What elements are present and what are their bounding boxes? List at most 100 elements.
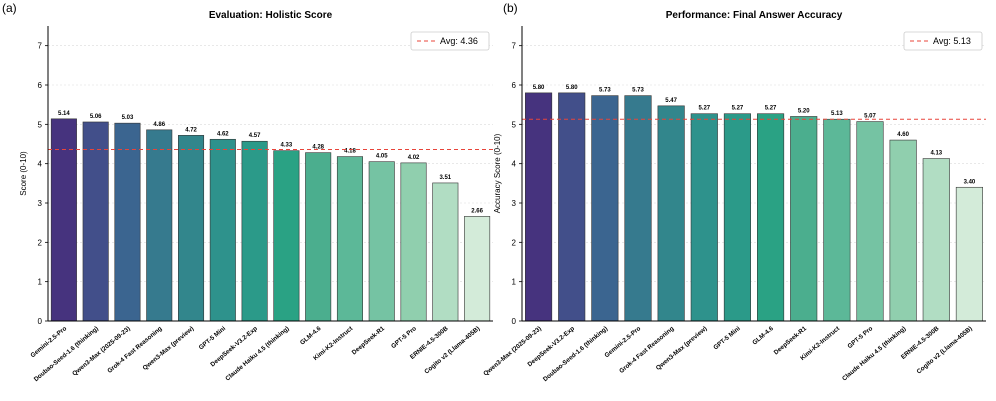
y-tick-label: 3: [38, 199, 43, 208]
bar: [955, 186, 983, 322]
bar: [400, 162, 427, 322]
x-tick-label: GPT-5 Pro: [390, 325, 418, 350]
bar-value-label: 3.51: [439, 175, 451, 181]
bar-value-label: 5.73: [632, 88, 644, 94]
bar-value-label: 3.40: [964, 179, 976, 185]
bar-value-label: 5.20: [798, 108, 810, 114]
y-axis-label: Accuracy Score (0-10): [493, 133, 502, 213]
x-tick-label: Qwen3-Max (2025-09-23): [482, 325, 543, 377]
bar: [922, 158, 950, 322]
bar: [305, 152, 332, 322]
x-tick-label: GPT-5 Mini: [198, 325, 228, 351]
bar-value-label: 5.80: [533, 85, 545, 91]
bar: [368, 161, 395, 322]
y-tick-label: 7: [38, 42, 43, 51]
bar-value-label: 5.14: [58, 111, 70, 117]
y-tick-label: 1: [38, 278, 43, 287]
x-tick-label: Cogito v2 (Llama-405B): [423, 325, 481, 375]
y-tick-label: 7: [512, 42, 517, 51]
y-tick-label: 6: [512, 81, 517, 90]
x-tick-label: GLM-4.6: [751, 325, 775, 347]
y-tick-label: 5: [512, 120, 517, 129]
bar: [757, 113, 785, 322]
bar-value-label: 5.47: [665, 98, 677, 104]
bar: [209, 138, 236, 322]
bar: [146, 129, 173, 322]
y-tick-label: 1: [512, 278, 517, 287]
bar-value-label: 5.80: [566, 85, 578, 91]
bar-value-label: 5.03: [122, 115, 134, 121]
panel-label: (a): [2, 1, 17, 15]
bar: [624, 95, 652, 322]
legend-label: Avg: 5.13: [933, 36, 971, 46]
bar-value-label: 4.33: [281, 143, 293, 149]
bar-value-label: 4.13: [930, 151, 942, 157]
x-tick-label: Doubao-Seed-1.6 (thinking): [542, 325, 609, 383]
bar: [50, 118, 77, 322]
bar-value-label: 5.27: [698, 106, 710, 112]
bar: [723, 113, 751, 322]
bar-value-label: 5.27: [732, 106, 744, 112]
bar: [336, 156, 363, 322]
chart-title: Performance: Final Answer Accuracy: [666, 10, 843, 21]
bar: [558, 92, 586, 322]
y-tick-label: 2: [512, 238, 517, 247]
y-tick-label: 4: [38, 160, 43, 169]
bar-value-label: 5.73: [599, 88, 611, 94]
x-tick-label: DeepSeek-R1: [773, 325, 809, 357]
bar: [114, 122, 141, 322]
bar: [525, 92, 553, 322]
x-tick-label: Grok-4 Fast Reasoning: [618, 325, 675, 375]
x-tick-label: Qwen3-Max (2025-09-23): [71, 325, 132, 377]
y-tick-label: 3: [512, 199, 517, 208]
bar: [591, 95, 619, 322]
legend-label: Avg: 4.36: [440, 36, 478, 46]
bar-value-label: 4.60: [897, 132, 909, 138]
bar: [273, 150, 300, 322]
x-tick-label: Grok-4 Fast Reasoning: [106, 325, 163, 375]
bar: [241, 140, 268, 322]
bar: [856, 121, 884, 322]
y-tick-label: 0: [512, 317, 517, 326]
x-tick-label: Cogito v2 (Llama-405B): [916, 325, 974, 375]
x-tick-label: GPT-5 Pro: [846, 325, 874, 350]
bar: [790, 116, 818, 322]
bar-value-label: 4.18: [344, 149, 356, 155]
bar: [690, 113, 718, 322]
bar: [464, 216, 491, 322]
bar-value-label: 4.28: [312, 145, 324, 151]
y-axis-label: Score (0-10): [19, 151, 28, 196]
bar: [889, 139, 917, 322]
bar: [432, 182, 459, 322]
bar-value-label: 4.72: [185, 127, 197, 133]
x-tick-label: Doubao-Seed-1.6 (thinking): [33, 325, 100, 383]
bar-value-label: 2.66: [471, 208, 483, 214]
bar-value-label: 4.57: [249, 133, 261, 139]
x-tick-label: GLM-4.6: [299, 325, 323, 347]
y-tick-label: 4: [512, 160, 517, 169]
x-tick-label: Claude Haiku 4.5 (thinking): [224, 325, 290, 382]
bar-value-label: 4.02: [408, 155, 420, 161]
legend-box: [410, 31, 490, 51]
bar-value-label: 5.06: [90, 114, 102, 120]
bar: [178, 135, 205, 322]
bar-value-label: 5.27: [765, 106, 777, 112]
chart-title: Evaluation: Holistic Score: [209, 10, 333, 21]
bar-value-label: 5.13: [831, 111, 843, 117]
bar: [657, 105, 685, 322]
bar-value-label: 4.86: [153, 122, 165, 128]
panel-label: (b): [503, 1, 518, 15]
x-tick-label: GPT-5 Mini: [712, 325, 742, 351]
y-tick-label: 0: [38, 317, 43, 326]
legend-box: [903, 31, 983, 51]
y-tick-label: 6: [38, 81, 43, 90]
x-tick-label: DeepSeek-R1: [351, 325, 387, 357]
bar-value-label: 4.05: [376, 154, 388, 160]
x-tick-label: Claude Haiku 4.5 (thinking): [841, 325, 907, 382]
bar-value-label: 4.62: [217, 131, 229, 137]
y-tick-label: 5: [38, 120, 43, 129]
bar: [82, 121, 109, 322]
y-tick-label: 2: [38, 238, 43, 247]
bar: [823, 118, 851, 322]
